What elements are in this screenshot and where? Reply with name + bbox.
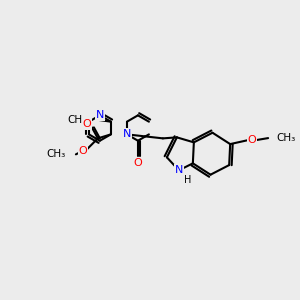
Text: N: N bbox=[96, 110, 104, 120]
Text: CH₃: CH₃ bbox=[276, 133, 296, 143]
Text: H: H bbox=[184, 175, 191, 185]
Text: N: N bbox=[175, 165, 183, 175]
Text: O: O bbox=[79, 146, 87, 156]
Text: O: O bbox=[134, 158, 142, 168]
Text: N: N bbox=[123, 129, 131, 140]
Text: O: O bbox=[248, 135, 256, 145]
Text: O: O bbox=[82, 119, 91, 129]
Text: CH₃: CH₃ bbox=[68, 115, 87, 125]
Text: CH₃: CH₃ bbox=[47, 149, 66, 159]
